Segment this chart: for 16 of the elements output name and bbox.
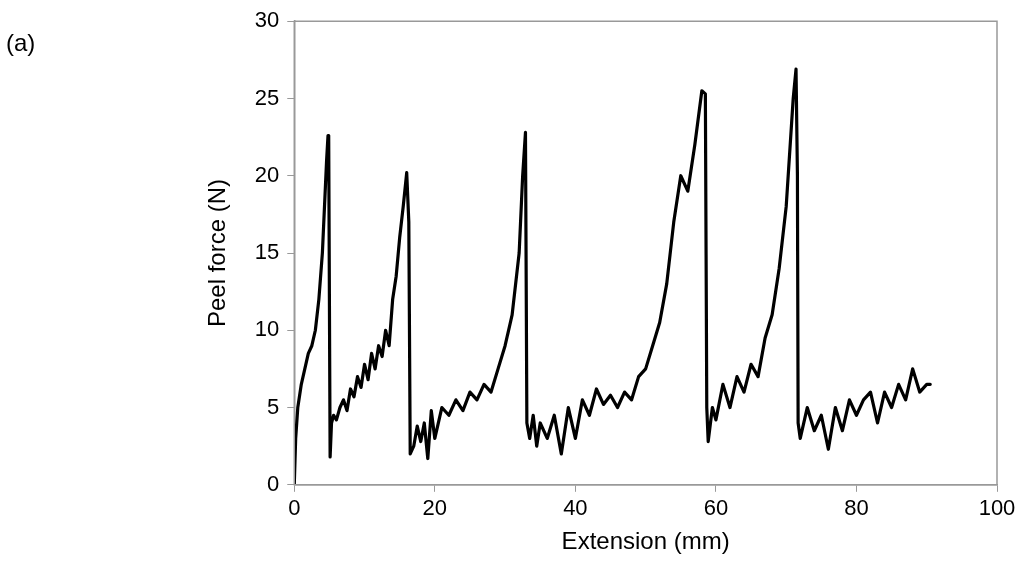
text: (a) — [6, 28, 36, 56]
x-tick-label: 0 — [288, 495, 301, 521]
x-tick-label: 60 — [703, 495, 729, 521]
y-tick-label: 15 — [254, 239, 280, 265]
x-tick-label: 80 — [844, 495, 869, 521]
y-tick-label: 5 — [267, 393, 280, 419]
y-tick-label: 10 — [254, 316, 280, 342]
y-tick-label: 30 — [254, 7, 280, 33]
y-axis-title: Peel force (N) — [203, 178, 231, 328]
x-tick-label: 20 — [422, 495, 448, 521]
x-tick-label: 40 — [563, 495, 588, 521]
y-tick-label: 0 — [267, 470, 280, 496]
y-tick-label: 20 — [254, 161, 280, 187]
x-tick-label: 100 — [978, 495, 1016, 521]
x-axis-title: Extension (mm) — [561, 527, 730, 555]
y-tick-label: 25 — [254, 84, 280, 110]
